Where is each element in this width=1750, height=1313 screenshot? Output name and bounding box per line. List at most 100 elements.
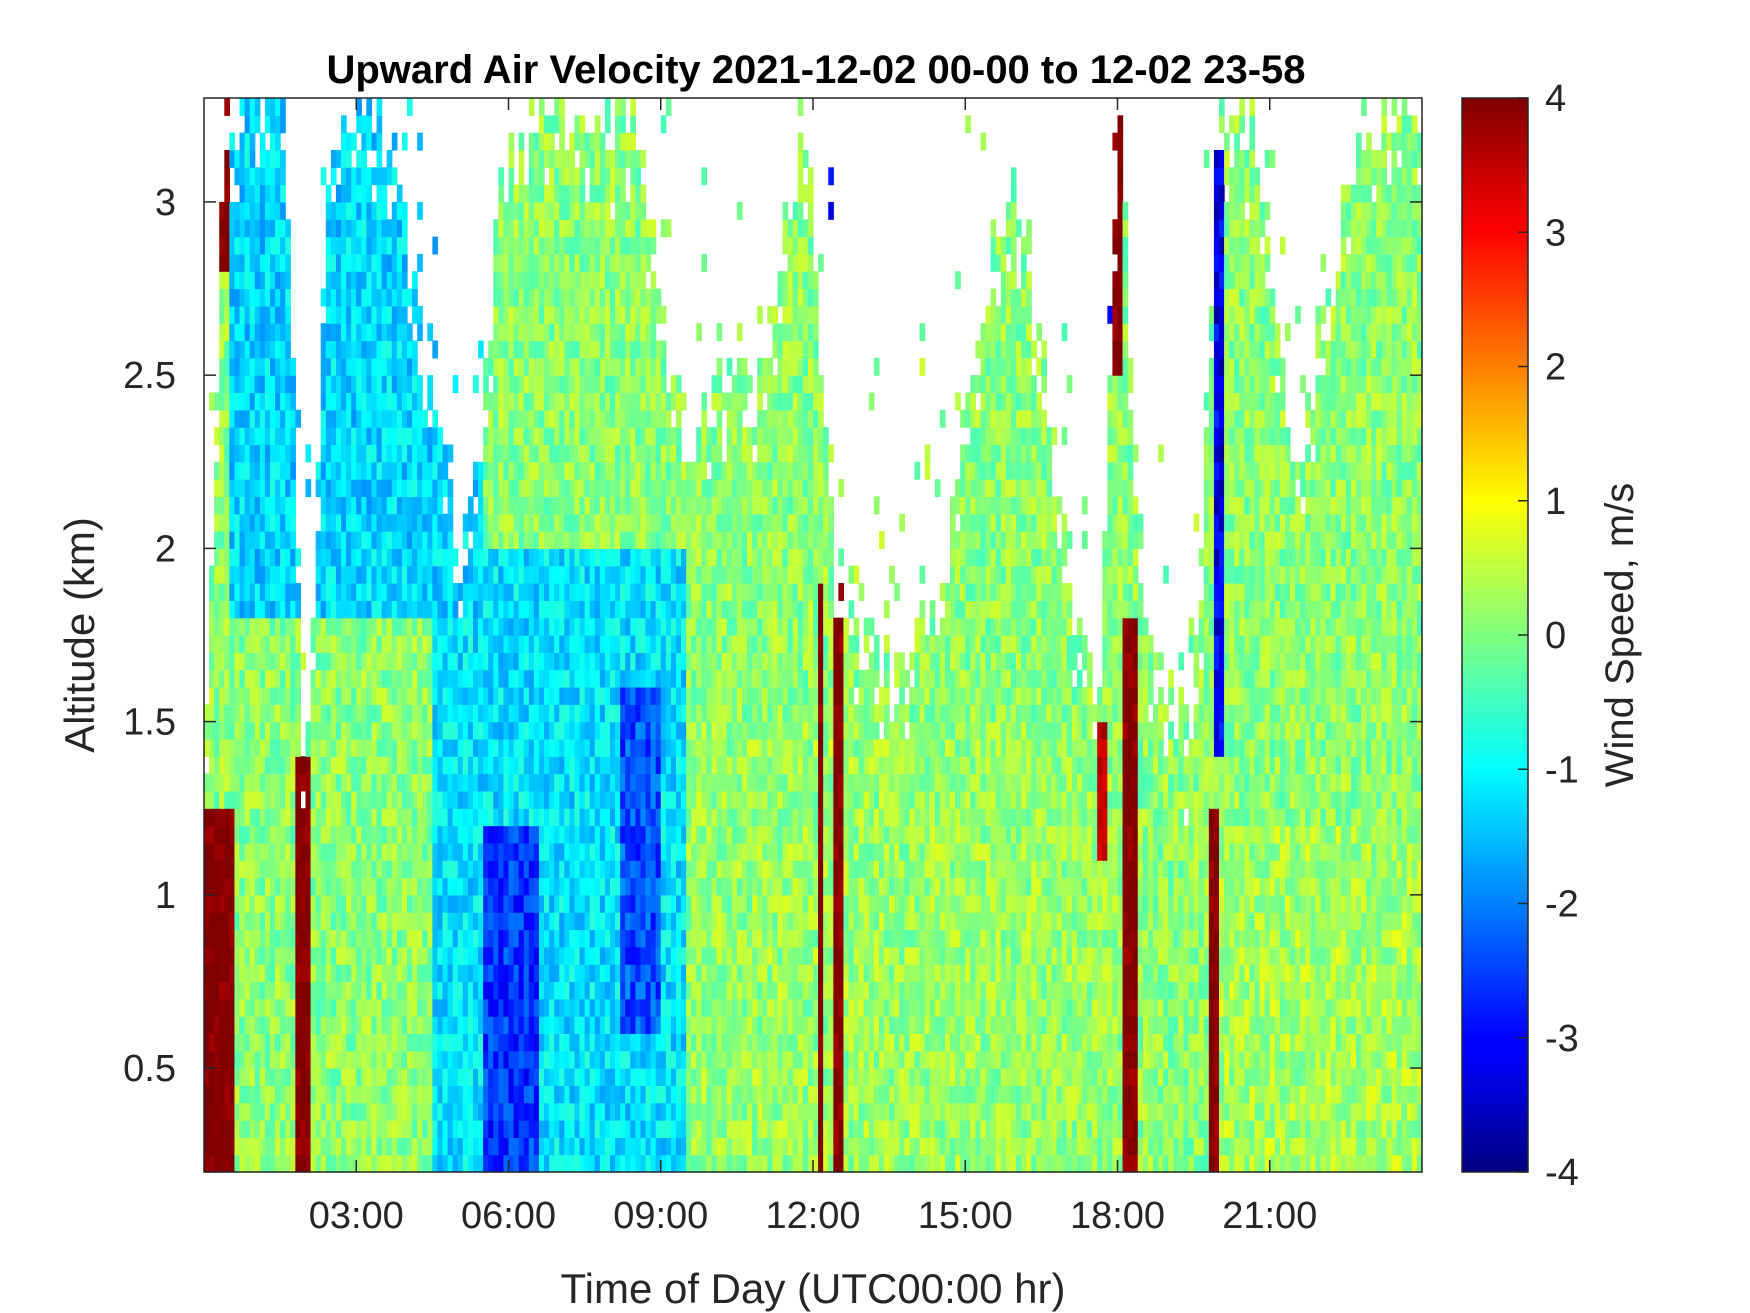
heatmap-cell	[549, 357, 555, 376]
heatmap-cell	[381, 877, 388, 896]
heatmap-cell	[366, 1050, 373, 1069]
heatmap-cell	[249, 756, 256, 775]
heatmap-cell	[569, 340, 576, 359]
heatmap-cell	[457, 877, 464, 896]
heatmap-cell	[401, 565, 408, 584]
heatmap-cell	[254, 340, 261, 359]
heatmap-cell	[630, 704, 636, 723]
heatmap-cell	[386, 357, 393, 376]
heatmap-cell	[457, 1154, 464, 1173]
heatmap-cell	[310, 790, 317, 809]
heatmap-cell	[396, 305, 403, 324]
heatmap-cell	[498, 409, 505, 428]
heatmap-cell	[665, 427, 672, 446]
heatmap-cell	[584, 652, 591, 671]
heatmap-cell	[269, 894, 276, 913]
heatmap-cell	[498, 513, 505, 532]
heatmap-cell	[285, 669, 291, 688]
heatmap-cell	[533, 496, 540, 515]
heatmap-cell	[391, 271, 398, 290]
heatmap-cell	[366, 860, 373, 879]
heatmap-cell	[224, 392, 230, 411]
heatmap-cell	[579, 1033, 586, 1052]
heatmap-cell	[224, 981, 230, 1000]
heatmap-cell	[584, 565, 591, 584]
heatmap-cell	[488, 964, 494, 983]
heatmap-cell	[584, 201, 591, 220]
heatmap-cell	[665, 981, 672, 1000]
heatmap-cell	[427, 1085, 433, 1104]
heatmap-cell	[472, 721, 479, 740]
heatmap-cell	[285, 531, 291, 549]
heatmap-cell	[320, 721, 327, 740]
heatmap-cell	[615, 946, 621, 965]
heatmap-cell	[310, 1137, 317, 1156]
heatmap-cell	[645, 877, 652, 896]
heatmap-cell	[523, 877, 530, 896]
heatmap-cell	[452, 790, 459, 809]
heatmap-cell	[574, 253, 581, 272]
heatmap-cell	[675, 790, 682, 809]
heatmap-cell	[544, 427, 550, 446]
heatmap-cell	[432, 1050, 439, 1069]
heatmap-cell	[275, 236, 281, 255]
heatmap-cell	[346, 305, 352, 324]
heatmap-cell	[538, 583, 545, 601]
heatmap-cell	[599, 305, 606, 324]
heatmap-cell	[645, 219, 652, 238]
heatmap-cell	[533, 219, 540, 238]
heatmap-cell	[422, 600, 428, 619]
heatmap-cell	[635, 860, 642, 879]
heatmap-cell	[269, 323, 276, 342]
heatmap-cell	[396, 1102, 403, 1121]
heatmap-cell	[219, 409, 225, 428]
heatmap-cell	[554, 929, 560, 948]
heatmap-cell	[335, 635, 342, 653]
heatmap-cell	[599, 808, 606, 827]
heatmap-cell	[645, 583, 652, 601]
heatmap-cell	[610, 721, 616, 740]
heatmap-cell	[513, 738, 520, 757]
heatmap-cell	[447, 877, 454, 896]
heatmap-cell	[249, 461, 256, 480]
heatmap-cell	[488, 704, 494, 723]
heatmap-cell	[650, 1085, 657, 1104]
heatmap-cell	[254, 1016, 261, 1035]
heatmap-cell	[269, 842, 276, 861]
heatmap-cell	[285, 375, 291, 394]
heatmap-cell	[234, 1050, 241, 1069]
heatmap-cell	[335, 253, 342, 272]
heatmap-cell	[472, 1154, 479, 1173]
heatmap-cell	[366, 669, 373, 688]
heatmap-cell	[335, 236, 342, 255]
heatmap-cell	[488, 461, 494, 480]
heatmap-cell	[366, 427, 373, 446]
heatmap-cell	[533, 357, 540, 376]
heatmap-cell	[264, 409, 271, 428]
heatmap-cell	[554, 808, 560, 827]
heatmap-cell	[549, 877, 555, 896]
heatmap-cell	[635, 271, 642, 290]
heatmap-cell	[635, 392, 642, 411]
heatmap-cell	[427, 392, 433, 411]
heatmap-cell	[224, 877, 230, 896]
heatmap-cell	[386, 600, 393, 619]
heatmap-cell	[478, 929, 484, 948]
heatmap-cell	[239, 583, 246, 601]
heatmap-cell	[655, 842, 662, 861]
heatmap-cell	[320, 860, 327, 879]
heatmap-cell	[493, 1102, 499, 1121]
heatmap-cell	[488, 1137, 494, 1156]
heatmap-cell	[214, 756, 220, 775]
heatmap-cell	[346, 201, 352, 220]
heatmap-cell	[219, 756, 225, 775]
heatmap-cell	[422, 894, 428, 913]
heatmap-cell	[396, 894, 403, 913]
heatmap-cell	[341, 860, 347, 879]
heatmap-cell	[574, 929, 581, 948]
heatmap-cell	[508, 271, 515, 290]
heatmap-cell	[518, 1068, 525, 1086]
heatmap-cell	[239, 1137, 246, 1156]
heatmap-cell	[528, 357, 535, 376]
heatmap-cell	[518, 912, 525, 931]
